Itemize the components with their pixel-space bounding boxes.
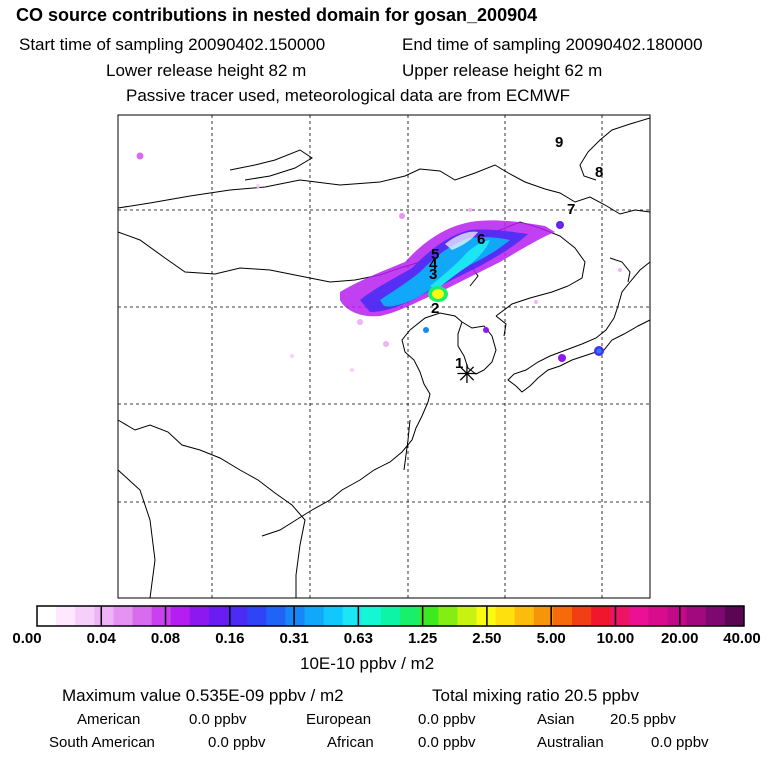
total-mixing-ratio: Total mixing ratio 20.5 ppbv [432,686,639,705]
colorbar-tick-label: 2.50 [472,630,502,647]
units-label: 10E-10 ppbv / m2 [300,654,435,673]
region-american-name: American [77,711,141,728]
colorbar-cell [457,606,477,626]
colorbar [36,605,745,627]
upper-release-label: Upper release height 62 m [402,61,603,80]
marker-1: 1 [455,355,463,372]
colorbar-cell [94,606,114,626]
colorbar-cell [266,606,286,626]
colorbar-tick-label: 10.00 [596,630,635,647]
colorbar-cell [591,606,611,626]
region-south-american-name: South American [49,734,155,751]
lower-release-label: Lower release height 82 m [106,61,307,80]
colorbar-cell [75,606,95,626]
colorbar-cell [380,606,401,626]
region-asian-name: Asian [537,711,575,728]
colorbar-tick-label: 20.00 [660,630,699,647]
maximum-value: Maximum value 0.535E-09 ppbv / m2 [62,686,344,705]
colorbar-cell [552,606,573,626]
region-african-name: African [327,734,374,751]
marker-7: 7 [567,201,575,218]
marker-4: 4 [429,256,438,273]
region-australian-name: Australian [537,734,604,751]
colorbar-cell [514,606,535,626]
marker-9: 9 [555,134,563,151]
region-south-american-value: 0.0 ppbv [208,734,266,751]
marker-2: 2 [431,300,439,317]
plume-spot [136,152,144,160]
colorbar-cell [189,606,210,626]
marker-3: 3 [429,266,437,283]
colorbar-cell [495,606,516,626]
colorbar-tick-label: 40.00 [723,630,761,647]
colorbar-cell [208,606,229,626]
start-time-label: Start time of sampling 20090402.150000 [19,35,326,54]
colorbar-tick-label: 0.63 [343,630,373,647]
colorbar-cell [342,606,363,626]
colorbar-tick-label: 0.00 [12,630,42,647]
colorbar-cell [533,606,554,626]
colorbar-cell [648,606,669,626]
concentration-plume [136,152,622,372]
colorbar-cell [400,606,420,626]
colorbar-cell [37,606,57,626]
colorbar-cell [228,606,248,626]
colorbar-cell [132,606,153,626]
colorbar-cell [572,606,592,626]
receptor-marker: ✳ [456,360,478,390]
colorbar-cell [667,606,688,626]
colorbar-cell [247,606,267,626]
region-european-value: 0.0 ppbv [418,711,476,728]
colorbar-cell [686,606,707,626]
colorbar-cell [438,606,458,626]
colorbar-tick-label: 0.08 [150,630,181,647]
region-european-name: European [306,711,372,728]
region-asian-value: 20.5 ppbv [610,711,676,728]
colorbar-cell [323,606,344,626]
region-african-value: 0.0 ppbv [418,734,476,751]
region-australian-value: 0.0 ppbv [651,734,709,751]
colorbar-tick-label: 1.25 [408,630,438,647]
tracer-note: Passive tracer used, meteorological data… [126,86,571,105]
end-time-label: End time of sampling 20090402.180000 [402,35,703,54]
colorbar-cell [285,606,306,626]
colorbar-cell [419,606,439,626]
colorbar-cell [113,606,134,626]
colorbar-cell [56,606,76,626]
colorbar-tick-label: 0.16 [215,630,245,647]
marker-6: 6 [477,231,485,248]
colorbar-cell [151,606,172,626]
colorbar-cell [304,606,325,626]
marker-5: 5 [431,246,439,263]
colorbar-tick-label: 0.04 [86,630,116,647]
region-american-value: 0.0 ppbv [189,711,247,728]
colorbar-cell [629,606,649,626]
chart-title: CO source contributions in nested domain… [16,5,538,25]
colorbar-cell [705,606,726,626]
colorbar-cell [361,606,382,626]
colorbar-cell [170,606,191,626]
colorbar-tick-label: 0.31 [279,630,309,647]
marker-8: 8 [595,164,603,181]
colorbar-tick-label: 5.00 [536,630,566,647]
colorbar-cell [724,606,745,626]
colorbar-cell [610,606,630,626]
